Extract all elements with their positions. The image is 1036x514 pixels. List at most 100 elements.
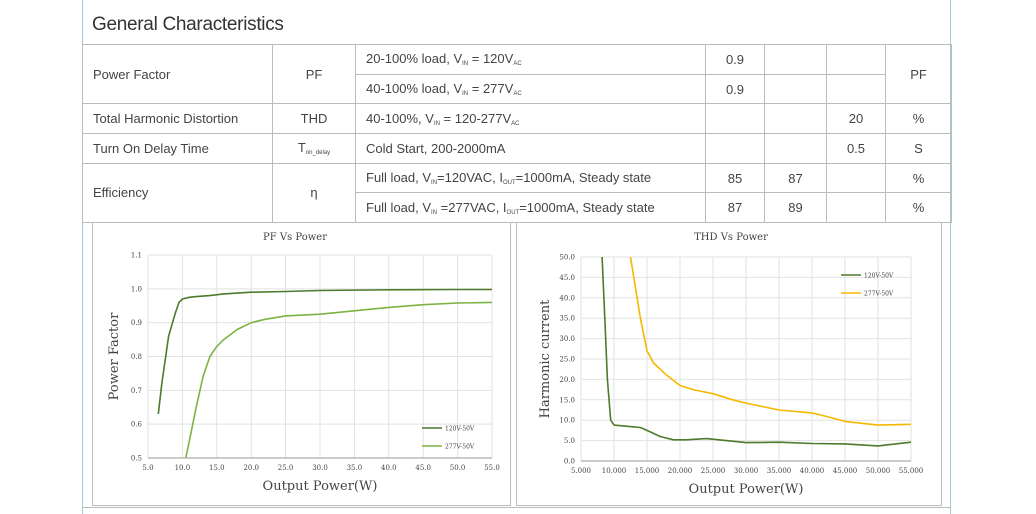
y-tick-label: 40.0 — [559, 294, 575, 302]
text-segment: 40-100% load, V — [366, 81, 463, 97]
legend-label: 277V-50V — [445, 444, 475, 451]
max — [826, 162, 886, 194]
text-segment: = 120-277V — [439, 110, 512, 126]
series-line — [157, 288, 492, 415]
y-tick-label: 0.5 — [131, 455, 142, 463]
text-segment: 20-100% load, V — [366, 51, 463, 67]
condition: 20-100% load, VIN = 120VAC — [355, 44, 706, 75]
y-tick-label: 0.6 — [131, 421, 143, 429]
x-tick-label: 30.000 — [734, 467, 759, 475]
series-line — [185, 301, 493, 459]
typ — [764, 103, 827, 135]
unit: PF — [885, 43, 952, 105]
max: 20 — [826, 103, 886, 135]
chart-title: THD Vs Power — [694, 232, 768, 243]
typ — [764, 44, 827, 75]
typ — [764, 133, 827, 164]
section-title: General Characteristics — [92, 14, 284, 35]
subscript: IN — [433, 120, 440, 127]
condition: Cold Start, 200-2000mA — [355, 133, 706, 164]
unit: S — [885, 133, 952, 164]
x-axis-label: Output Power(W) — [263, 479, 378, 494]
min: 85 — [705, 162, 765, 194]
subscript: OUT — [506, 209, 520, 216]
text-segment: T — [297, 140, 306, 156]
x-tick-label: 15.000 — [635, 467, 660, 475]
x-tick-label: 35.0 — [347, 464, 363, 472]
text-segment: THD — [300, 111, 328, 127]
x-tick-label: 30.0 — [312, 464, 328, 472]
row: Turn On Delay Time Ton_delay Cold Start,… — [82, 133, 952, 164]
text-segment: Full load, V — [366, 199, 432, 215]
text-segment: =1000mA, Steady state — [519, 199, 655, 215]
text-segment: = 277V — [468, 81, 514, 97]
max — [826, 73, 886, 105]
text-segment: =277VAC, I — [437, 199, 507, 215]
legend-label: 120V-50V — [864, 273, 894, 280]
pf-chart: PF Vs Power 0.5 0.6 0.7 0.8 0.9 1.0 1.1 5.0 10.0 1… — [92, 222, 511, 506]
x-tick-label: 55.000 — [899, 467, 924, 475]
row: Power Factor PF 20-100% load, VIN = 120V… — [82, 43, 952, 105]
x-tick-label: 20.0 — [243, 464, 259, 472]
condition: Full load, VIN =277VAC, IOUT=1000mA, Ste… — [355, 192, 706, 224]
x-tick-label: 50.0 — [450, 464, 466, 472]
max — [826, 192, 886, 224]
series-line — [629, 256, 912, 426]
text-segment: = 120V — [468, 51, 514, 67]
x-tick-label: 40.000 — [800, 467, 825, 475]
text-segment: =120VAC, I — [437, 170, 503, 186]
symbol: Ton_delay — [272, 133, 356, 164]
y-axis-label: Harmonic current — [538, 299, 553, 419]
row: Efficiency η Full load, VIN=120VAC, IOUT… — [82, 162, 952, 224]
unit: % — [885, 103, 952, 135]
condition: Full load, VIN=120VAC, IOUT=1000mA, Stea… — [355, 162, 706, 194]
series-line — [601, 256, 912, 447]
y-tick-label: 45.0 — [559, 274, 575, 282]
x-tick-label: 10.0 — [175, 464, 191, 472]
unit: % — [885, 162, 952, 194]
subscript: AC — [513, 61, 522, 68]
thd-chart: THD Vs Power 0.0 5.0 10.0 15.0 20.0 25.0 30.0 35… — [516, 222, 942, 506]
border-right — [950, 0, 951, 514]
legend-label: 120V-50V — [445, 426, 475, 433]
typ — [764, 73, 827, 105]
y-tick-label: 0.8 — [131, 353, 142, 361]
typ: 87 — [764, 162, 827, 194]
subscript: AC — [511, 120, 520, 127]
y-tick-label: 5.0 — [564, 437, 575, 445]
x-axis-label: Output Power(W) — [689, 482, 804, 497]
x-tick-label: 5.0 — [142, 464, 153, 472]
x-tick-label: 55.0 — [484, 464, 500, 472]
symbol: THD — [272, 103, 356, 135]
y-tick-label: 1.0 — [131, 285, 142, 293]
x-tick-label: 25.000 — [701, 467, 726, 475]
condition: 40-100%, VIN = 120-277VAC — [355, 103, 706, 135]
subscript: IN — [462, 61, 469, 68]
y-tick-label: 0.7 — [131, 387, 142, 395]
y-tick-label: 25.0 — [559, 356, 575, 364]
y-tick-label: 20.0 — [559, 376, 575, 384]
text-segment: Cold Start, 200-2000mA — [366, 140, 506, 156]
row: Total Harmonic Distortion THD 40-100%, V… — [82, 103, 952, 135]
unit: % — [885, 192, 952, 224]
text-segment: PF — [305, 66, 323, 82]
subscript: IN — [431, 180, 438, 187]
parameter: Total Harmonic Distortion — [82, 103, 273, 135]
x-tick-label: 5.000 — [571, 467, 591, 475]
y-tick-label: 50.0 — [559, 254, 575, 262]
subscript: IN — [431, 209, 438, 216]
x-tick-label: 45.0 — [415, 464, 431, 472]
text-segment: Full load, V — [366, 170, 432, 186]
min — [705, 133, 765, 164]
y-axis-label: Power Factor — [107, 312, 122, 400]
max: 0.5 — [826, 133, 886, 164]
subscript: OUT — [502, 180, 516, 187]
panel-border — [92, 222, 511, 506]
min: 0.9 — [705, 73, 765, 105]
y-tick-label: 0.0 — [564, 458, 575, 466]
condition: 40-100% load, VIN = 277VAC — [355, 73, 706, 105]
parameter: Power Factor — [82, 43, 273, 105]
y-tick-label: 30.0 — [559, 335, 575, 343]
parameter: Efficiency — [82, 162, 273, 224]
